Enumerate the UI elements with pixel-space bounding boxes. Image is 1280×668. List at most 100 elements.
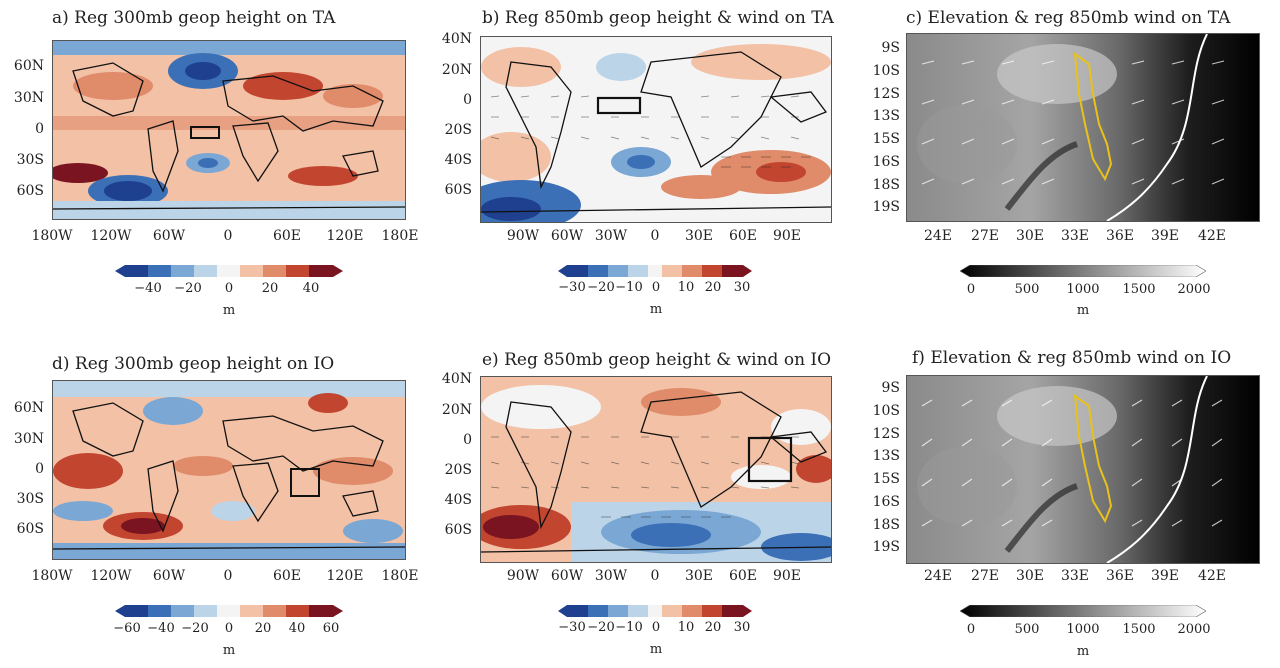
x-tick: 0 <box>223 568 233 584</box>
x-tick: 120E <box>326 228 364 244</box>
panel-title: f) Elevation & reg 850mb wind on IO <box>912 348 1232 368</box>
colorbar-tick: 0 <box>651 620 661 635</box>
colorbar-tick: 0 <box>966 282 976 297</box>
colorbar-tick: 20 <box>704 620 722 635</box>
panel-title: d) Reg 300mb geop height on IO <box>52 354 335 374</box>
y-tick: 60N <box>13 58 44 74</box>
y-tick: 16S <box>872 154 900 170</box>
regional-map-850mb-ta <box>480 36 832 223</box>
y-tick: 15S <box>872 471 900 487</box>
x-tick: 30E <box>684 568 714 584</box>
x-tick: 27E <box>970 568 1000 584</box>
x-tick: 36E <box>1105 228 1135 244</box>
x-tick: 120E <box>326 568 364 584</box>
x-tick: 39E <box>1150 568 1180 584</box>
colorbar-unit: m <box>222 303 236 318</box>
x-tick: 30W <box>594 228 628 244</box>
y-tick: 60S <box>444 182 472 198</box>
x-tick: 24E <box>923 568 953 584</box>
colorbar-tick: 20 <box>254 621 272 636</box>
x-tick: 36E <box>1105 568 1135 584</box>
y-tick: 16S <box>872 494 900 510</box>
x-tick: 42E <box>1197 228 1227 244</box>
colorbar-tick: 30 <box>733 620 751 635</box>
colorbar-tick: −40 <box>147 621 175 636</box>
colorbar-tick: 2000 <box>1177 622 1211 637</box>
colorbar-tick: 0 <box>966 622 976 637</box>
colorbar-tick: −20 <box>587 280 615 295</box>
y-tick: 15S <box>872 131 900 147</box>
colorbar-tick: 0 <box>224 621 234 636</box>
colorbar-tick: −30 <box>558 280 586 295</box>
x-tick: 33E <box>1060 228 1090 244</box>
colorbar <box>558 605 752 617</box>
x-tick: 120W <box>90 568 132 584</box>
regional-map-850mb-io <box>480 376 832 563</box>
y-tick: 20N <box>441 402 472 418</box>
x-tick: 0 <box>223 228 233 244</box>
colorbar-unit: m <box>649 302 663 317</box>
y-tick: 0 <box>463 92 472 108</box>
colorbar-tick: 0 <box>651 280 661 295</box>
x-tick: 60W <box>152 228 186 244</box>
x-tick: 30E <box>1015 568 1045 584</box>
x-tick: 60W <box>550 568 584 584</box>
x-tick: 24E <box>923 228 953 244</box>
x-tick: 0 <box>650 568 660 584</box>
colorbar <box>558 265 752 277</box>
y-tick: 0 <box>35 461 44 477</box>
y-tick: 60N <box>13 400 44 416</box>
colorbar-unit: m <box>1076 303 1090 318</box>
colorbar <box>960 265 1206 277</box>
colorbar-unit: m <box>1076 644 1090 659</box>
colorbar-tick: 500 <box>1014 282 1040 297</box>
global-map-300mb-ta <box>52 40 406 220</box>
x-tick: 30E <box>1015 228 1045 244</box>
x-tick: 90E <box>772 228 802 244</box>
y-tick: 0 <box>35 121 44 137</box>
colorbar-unit: m <box>649 642 663 657</box>
colorbar-unit: m <box>222 643 236 658</box>
y-tick: 20S <box>444 122 472 138</box>
colorbar-tick: 40 <box>302 281 320 296</box>
x-tick: 60E <box>728 228 758 244</box>
colorbar-tick: 60 <box>322 621 340 636</box>
colorbar-tick: 20 <box>261 281 279 296</box>
colorbar-tick: −40 <box>134 281 162 296</box>
y-tick: 30N <box>13 431 44 447</box>
colorbar-tick: 0 <box>224 281 234 296</box>
colorbar-tick: 500 <box>1014 622 1040 637</box>
colorbar-tick: 40 <box>288 621 306 636</box>
global-map-300mb-io <box>52 380 406 560</box>
y-tick: 20N <box>441 62 472 78</box>
colorbar-tick: −10 <box>615 620 643 635</box>
x-tick: 30E <box>684 228 714 244</box>
panel-title: c) Elevation & reg 850mb wind on TA <box>906 8 1231 28</box>
colorbar-tick: −20 <box>181 621 209 636</box>
x-tick: 180E <box>381 228 419 244</box>
y-tick: 40S <box>444 152 472 168</box>
colorbar <box>960 605 1206 617</box>
x-tick: 60E <box>728 568 758 584</box>
y-tick: 0 <box>463 432 472 448</box>
y-tick: 13S <box>872 108 900 124</box>
elevation-map-ta <box>906 33 1260 222</box>
colorbar-tick: −20 <box>174 281 202 296</box>
x-tick: 90W <box>506 228 540 244</box>
x-tick: 180W <box>31 228 73 244</box>
colorbar-tick: 1500 <box>1122 622 1156 637</box>
x-tick: 180W <box>31 568 73 584</box>
y-tick: 19S <box>872 539 900 555</box>
y-tick: 60S <box>444 522 472 538</box>
y-tick: 30S <box>16 152 44 168</box>
x-tick: 60W <box>550 228 584 244</box>
panel-title: b) Reg 850mb geop height & wind on TA <box>482 8 834 28</box>
x-tick: 60E <box>272 568 302 584</box>
x-tick: 27E <box>970 228 1000 244</box>
colorbar-tick: 2000 <box>1177 282 1211 297</box>
x-tick: 120W <box>90 228 132 244</box>
y-tick: 13S <box>872 448 900 464</box>
y-tick: 9S <box>881 380 901 396</box>
x-tick: 0 <box>650 228 660 244</box>
y-tick: 18S <box>872 517 900 533</box>
